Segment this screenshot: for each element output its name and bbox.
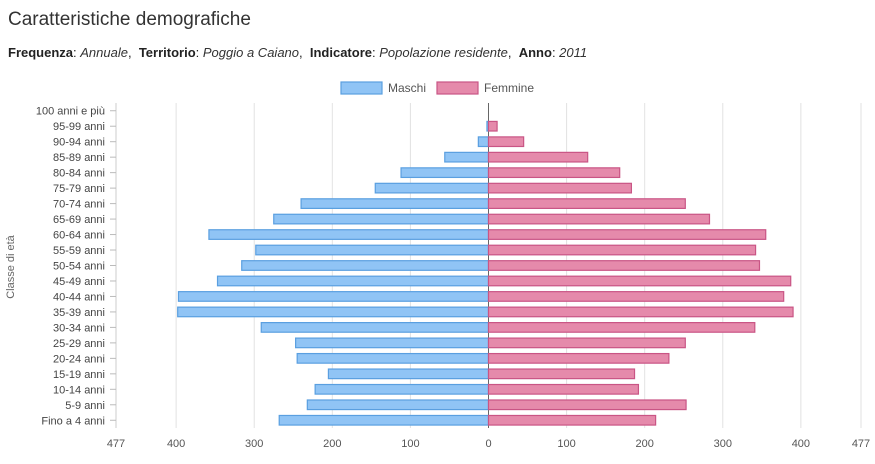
bar-maschi[interactable]: [295, 337, 490, 349]
category-label: 95-99 anni: [53, 121, 105, 133]
bar-maschi[interactable]: [216, 275, 490, 287]
bar-femmine[interactable]: [487, 136, 525, 148]
bar-femmine[interactable]: [487, 291, 785, 302]
category-label: 60-64 anni: [53, 230, 105, 242]
bar-maschi[interactable]: [400, 167, 490, 179]
x-tick-label: 400: [792, 438, 810, 450]
y-axis-label: Classe di età: [5, 234, 17, 298]
legend-label[interactable]: Maschi: [388, 81, 426, 95]
category-label: 45-49 anni: [53, 276, 105, 288]
bar-maschi[interactable]: [306, 399, 490, 411]
x-tick-label: 477: [107, 438, 125, 450]
category-label: 30-34 anni: [53, 322, 105, 334]
x-tick-label: 300: [714, 438, 732, 450]
bar-femmine[interactable]: [487, 368, 636, 380]
frequency-value: Annuale: [80, 45, 128, 60]
x-tick-label: 200: [323, 438, 341, 450]
bar-femmine[interactable]: [487, 275, 792, 287]
category-labels: 100 anni e più 95-99 anni 90-94 anni 85-89 …: [36, 106, 116, 427]
category-label: 25-29 anni: [53, 338, 105, 350]
bar-femmine[interactable]: [487, 167, 621, 179]
category-label: 75-79 anni: [53, 183, 105, 195]
x-tick-label: 200: [636, 438, 654, 450]
bar-maschi[interactable]: [444, 151, 490, 163]
bar-maschi[interactable]: [177, 291, 490, 302]
bar-maschi[interactable]: [314, 383, 490, 395]
x-tick-label: 100: [557, 438, 575, 450]
x-tick-label: 400: [167, 438, 185, 450]
bar-maschi[interactable]: [273, 213, 490, 225]
legend-swatch[interactable]: [436, 81, 479, 95]
bar-maschi[interactable]: [208, 229, 490, 240]
bar-femmine[interactable]: [487, 260, 761, 271]
bar-maschi[interactable]: [374, 182, 490, 194]
bar-femmine[interactable]: [487, 213, 711, 225]
bar-femmine[interactable]: [487, 229, 767, 240]
bar-femmine[interactable]: [487, 120, 498, 132]
bar-maschi[interactable]: [300, 198, 490, 209]
chart-title: Caratteristiche demografiche: [8, 9, 251, 30]
category-label: 15-19 anni: [53, 369, 105, 381]
category-label: 80-84 anni: [53, 168, 105, 180]
bar-femmine[interactable]: [487, 414, 657, 426]
category-label: 35-39 anni: [53, 307, 105, 319]
category-label: 90-94 anni: [53, 137, 105, 149]
chart-bars: [177, 120, 794, 426]
x-axis-ticks: 477 400 300 200 100 0 100 200 300 400 477: [107, 438, 870, 450]
category-label: 40-44 anni: [53, 291, 105, 303]
indicator-label: Indicatore: [309, 45, 372, 60]
year-value: 2011: [559, 45, 588, 60]
bar-maschi[interactable]: [260, 322, 490, 333]
indicator-value: Popolazione residente: [379, 45, 508, 60]
x-tick-label: 477: [852, 438, 870, 450]
category-label: 50-54 anni: [53, 261, 105, 273]
bar-femmine[interactable]: [487, 337, 686, 349]
category-label: 70-74 anni: [53, 199, 105, 211]
category-label: 20-24 anni: [53, 353, 105, 365]
frequency-label: Frequenza: [8, 45, 74, 60]
bar-femmine[interactable]: [487, 244, 757, 256]
x-tick-label: 0: [485, 438, 491, 450]
bar-maschi[interactable]: [241, 260, 490, 271]
bar-maschi[interactable]: [177, 306, 490, 318]
territory-value: Poggio a Caiano: [202, 45, 300, 60]
x-tick-label: 300: [245, 438, 263, 450]
bar-femmine[interactable]: [487, 151, 589, 163]
bar-femmine[interactable]: [487, 399, 687, 411]
bar-femmine[interactable]: [487, 322, 756, 333]
x-tick-label: 100: [401, 438, 419, 450]
bar-femmine[interactable]: [487, 182, 633, 194]
bar-femmine[interactable]: [487, 306, 794, 318]
category-label: 5-9 anni: [65, 400, 105, 412]
category-label: 85-89 anni: [53, 152, 105, 164]
category-label: 10-14 anni: [53, 384, 105, 396]
category-label: Fino a 4 anni: [41, 415, 105, 427]
chart-legend: Maschi Femmine: [340, 81, 534, 95]
bar-maschi[interactable]: [327, 368, 490, 380]
legend-label[interactable]: Femmine: [484, 81, 534, 95]
year-label: Anno: [518, 45, 552, 60]
territory-label: Territorio: [138, 45, 196, 60]
bar-maschi[interactable]: [255, 244, 490, 256]
bar-femmine[interactable]: [487, 198, 686, 209]
bar-maschi[interactable]: [278, 414, 490, 426]
category-label: 100 anni e più: [36, 106, 105, 118]
bar-femmine[interactable]: [487, 383, 640, 395]
category-label: 65-69 anni: [53, 214, 105, 226]
legend-swatch[interactable]: [340, 81, 383, 95]
bar-maschi[interactable]: [477, 136, 490, 148]
category-label: 55-59 anni: [53, 245, 105, 257]
chart-subtitle: Frequenza: Annuale, Territorio: Poggio a…: [8, 45, 588, 60]
bar-maschi[interactable]: [296, 352, 490, 364]
bar-femmine[interactable]: [487, 352, 670, 364]
